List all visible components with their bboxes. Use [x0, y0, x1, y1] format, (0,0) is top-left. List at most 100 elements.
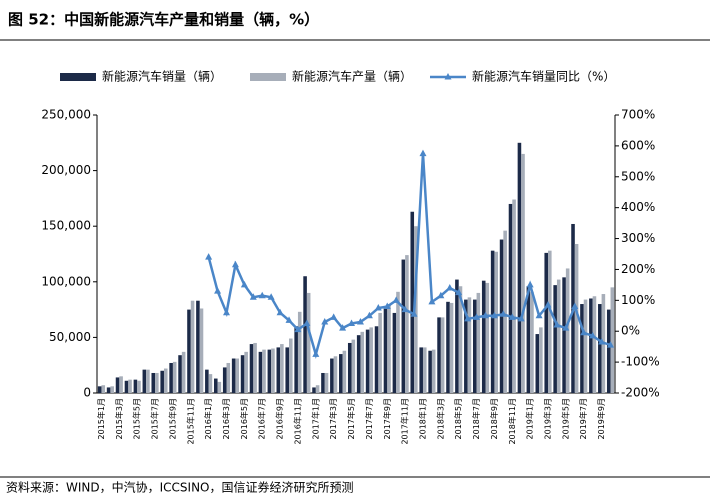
legend-swatch	[250, 73, 286, 81]
bar	[369, 327, 373, 393]
y2-tick-label: 0%	[621, 324, 640, 338]
bar	[306, 292, 311, 393]
bar	[339, 354, 343, 393]
x-tick-label: 2019年7月	[578, 398, 588, 439]
x-tick-label: 2016年1月	[203, 398, 213, 439]
bar	[106, 387, 111, 393]
bar	[592, 296, 597, 393]
bar	[606, 309, 611, 393]
chart-title: 图 52：中国新能源汽车产量和销量（辆，%）	[8, 11, 319, 29]
marker	[223, 308, 230, 316]
marker	[410, 310, 418, 317]
bar	[205, 369, 209, 393]
y-tick-label: 150,000	[41, 219, 91, 233]
legend-swatch	[60, 73, 96, 81]
bar	[124, 380, 129, 393]
marker	[553, 321, 561, 328]
marker	[365, 311, 373, 319]
bar	[365, 329, 370, 393]
marker	[214, 287, 222, 294]
bar	[146, 369, 150, 393]
bar	[512, 199, 516, 393]
bar	[356, 335, 361, 393]
x-tick-label: 2017年1月	[310, 398, 320, 439]
bar	[97, 386, 102, 393]
bar	[222, 367, 227, 393]
y-tick-label: 250,000	[41, 108, 91, 122]
bar	[324, 372, 329, 393]
marker	[303, 319, 311, 326]
bar	[213, 378, 218, 393]
bar	[437, 317, 441, 393]
x-tick-label: 2018年7月	[471, 398, 481, 439]
bar	[565, 268, 570, 393]
bar	[472, 299, 477, 393]
bar	[271, 348, 275, 393]
x-tick-label: 2016年5月	[239, 398, 249, 439]
bar	[378, 312, 382, 393]
bar	[115, 377, 120, 393]
bar	[226, 362, 231, 393]
bar	[333, 356, 338, 393]
x-tick-label: 2017年11月	[400, 398, 410, 445]
x-tick-label: 2017年5月	[346, 398, 356, 439]
bar	[351, 339, 356, 393]
bar	[208, 374, 213, 393]
marker	[428, 297, 436, 305]
bar	[163, 368, 168, 393]
bar	[410, 211, 415, 393]
bar	[289, 338, 293, 393]
bar	[544, 252, 549, 393]
bar	[330, 358, 334, 393]
bar	[598, 304, 602, 393]
bar	[414, 226, 418, 393]
bar	[574, 243, 579, 393]
bar	[276, 347, 281, 393]
bar	[187, 309, 191, 393]
marker	[526, 280, 534, 288]
x-tick-label: 2016年7月	[257, 398, 267, 439]
bar	[172, 361, 177, 393]
bar	[428, 350, 432, 393]
x-tick-label: 2015年5月	[132, 398, 142, 439]
bar	[481, 280, 486, 393]
legend-label: 新能源汽车销量（辆）	[102, 69, 222, 84]
x-tick-label: 2019年1月	[525, 398, 535, 439]
bar	[347, 342, 352, 393]
bar	[446, 301, 450, 393]
bar	[249, 344, 254, 393]
marker	[535, 311, 543, 319]
bar	[151, 372, 156, 393]
marker	[392, 296, 400, 303]
y2-tick-label: 200%	[621, 262, 655, 276]
marker	[231, 260, 239, 268]
marker	[339, 324, 347, 331]
bar	[455, 279, 459, 393]
x-tick-label: 2015年1月	[96, 398, 106, 439]
bar	[128, 379, 132, 393]
marker	[285, 316, 293, 323]
x-tick-label: 2015年9月	[167, 398, 177, 439]
bar	[196, 300, 200, 393]
marker	[598, 338, 606, 345]
x-tick-label: 2018年11月	[507, 398, 517, 445]
bar	[169, 362, 173, 393]
bar	[142, 369, 147, 393]
bar	[440, 317, 445, 393]
x-tick-label: 2017年3月	[328, 398, 338, 439]
bar	[240, 355, 245, 393]
legend-label: 新能源汽车产量（辆）	[292, 69, 412, 84]
x-tick-label: 2019年9月	[596, 398, 606, 439]
bar	[583, 299, 588, 393]
marker	[580, 328, 588, 336]
y2-tick-label: 500%	[621, 169, 655, 183]
bar	[303, 276, 307, 393]
marker	[517, 314, 525, 322]
bar	[297, 311, 302, 393]
bar	[231, 358, 236, 393]
bar	[133, 379, 138, 393]
bar	[160, 370, 164, 393]
bar	[401, 259, 406, 393]
marker	[562, 324, 570, 331]
bar	[556, 279, 561, 393]
